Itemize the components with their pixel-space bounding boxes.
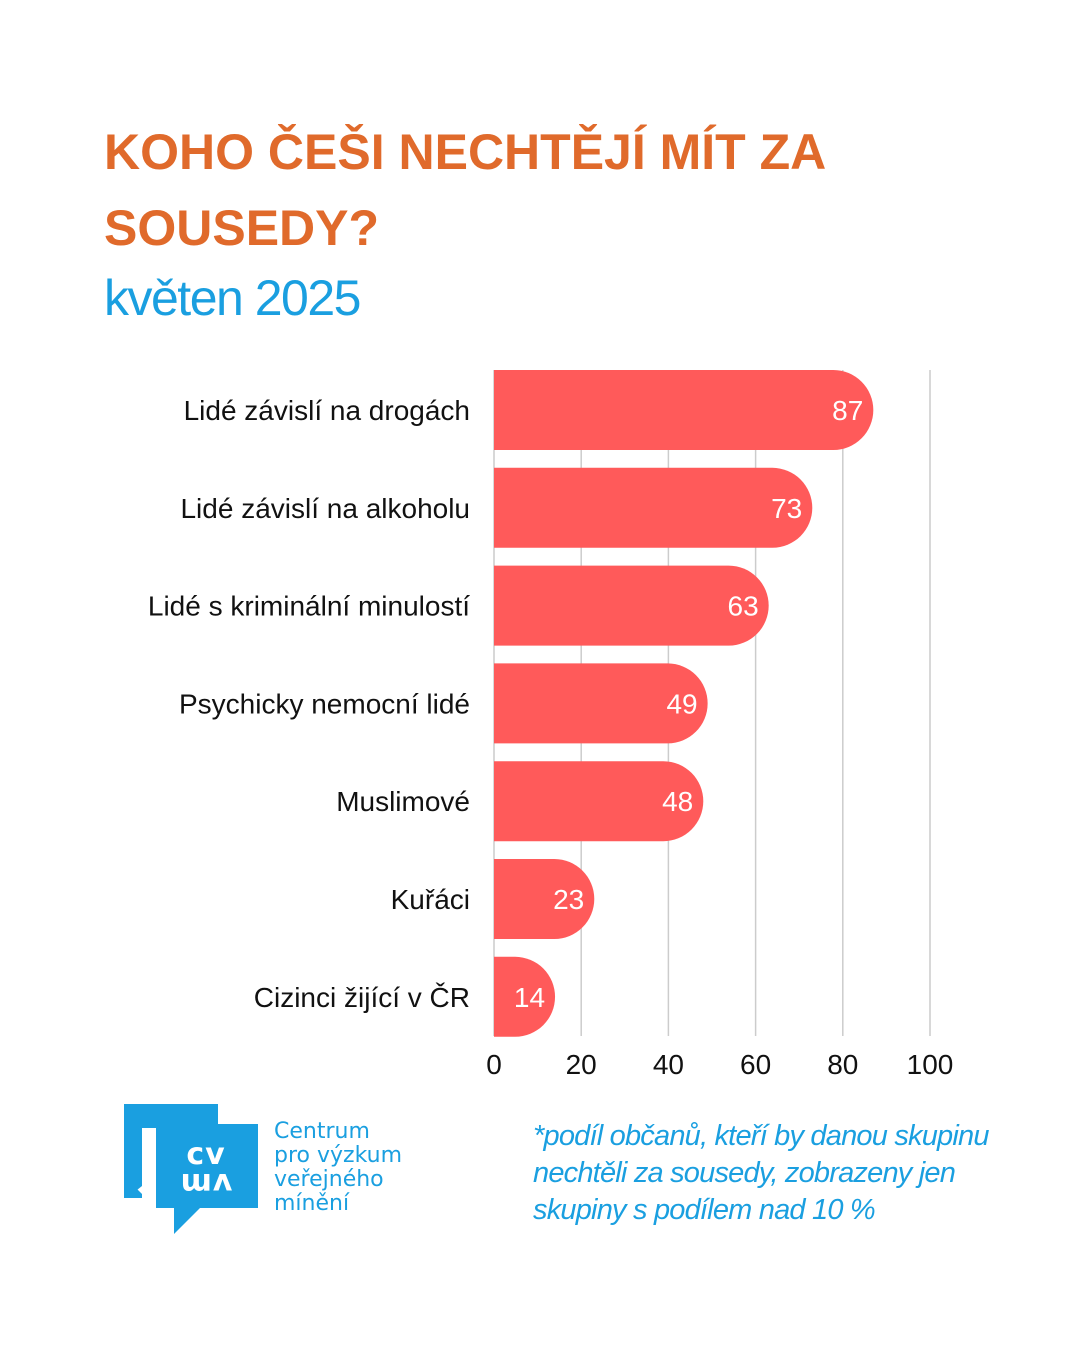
logo-line: pro výzkum <box>274 1143 403 1168</box>
logo-line: veřejného <box>274 1167 384 1192</box>
logo-text: Centrum pro výzkum veřejného mínění <box>274 1120 402 1216</box>
speech-bubble-front-icon <box>156 1124 258 1234</box>
footnote: *podíl občanů, kteří by danou skupinu ne… <box>533 1120 989 1226</box>
category-label: Lidé s kriminální minulostí <box>148 591 470 622</box>
bar-value-label: 48 <box>662 786 693 817</box>
bars: 87 73 63 49 48 23 14 <box>494 370 874 1037</box>
bar <box>494 956 556 1037</box>
category-label: Cizinci žijící v ČR <box>254 982 470 1013</box>
bar <box>494 663 708 744</box>
bar-value-label: 63 <box>728 591 759 622</box>
bar-value-label: 14 <box>514 982 545 1013</box>
cvvm-logo: cv vm <box>124 1104 258 1234</box>
bar-value-label: 49 <box>666 688 697 719</box>
bar <box>494 370 874 450</box>
bar-value-label: 87 <box>832 395 863 426</box>
x-tick-label: 100 <box>907 1049 954 1080</box>
chart-title: KOHO ČEŠI NECHTĚJÍ MÍT ZA SOUSEDY? <box>104 124 825 256</box>
svg-text:cv: cv <box>186 1137 225 1172</box>
category-label: Muslimové <box>336 786 470 817</box>
category-label: Lidé závislí na drogách <box>184 395 470 426</box>
bar-value-label: 73 <box>771 493 802 524</box>
x-tick-label: 80 <box>827 1049 858 1080</box>
bar-value-label: 23 <box>553 884 584 915</box>
category-labels: Lidé závislí na drogách Lidé závislí na a… <box>148 395 470 1013</box>
x-axis-ticks: 0 20 40 60 80 100 <box>486 1049 953 1080</box>
bar <box>494 467 813 548</box>
x-tick-label: 20 <box>566 1049 597 1080</box>
logo-line: mínění <box>274 1191 350 1216</box>
bar <box>494 859 595 939</box>
bar <box>494 565 769 646</box>
category-label: Kuřáci <box>391 884 470 915</box>
category-label: Lidé závislí na alkoholu <box>180 493 470 524</box>
x-tick-label: 40 <box>653 1049 684 1080</box>
x-tick-label: 0 <box>486 1049 502 1080</box>
x-tick-label: 60 <box>740 1049 771 1080</box>
bar <box>494 761 704 842</box>
svg-text:vm: vm <box>180 1166 233 1201</box>
logo-line: Centrum <box>274 1119 370 1144</box>
chart-subtitle: květen 2025 <box>104 270 361 326</box>
category-label: Psychicky nemocní lidé <box>179 688 470 719</box>
